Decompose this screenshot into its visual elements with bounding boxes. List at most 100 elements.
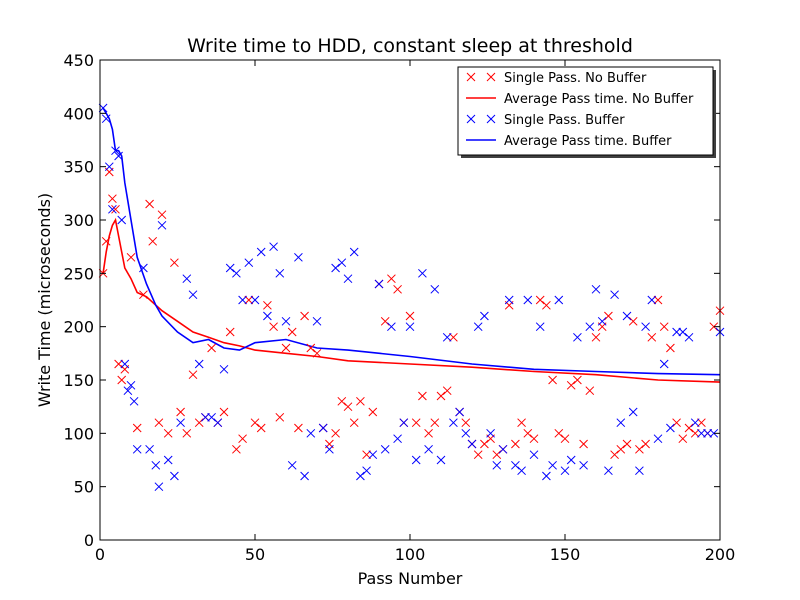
data-point: [473, 450, 483, 460]
data-point: [473, 322, 483, 332]
data-point: [139, 263, 148, 273]
data-point: [269, 322, 278, 332]
data-point: [604, 466, 613, 476]
data-point: [399, 418, 409, 428]
data-point: [337, 258, 347, 268]
data-point: [659, 359, 669, 369]
data-point: [145, 199, 154, 209]
data-point: [343, 274, 353, 284]
data-point: [349, 247, 359, 257]
data-point: [554, 428, 564, 438]
legend-marker: [466, 72, 476, 82]
data-point: [690, 428, 700, 438]
data-point: [690, 418, 700, 428]
data-point: [709, 428, 719, 438]
data-point: [492, 450, 502, 460]
data-point: [207, 412, 216, 422]
data-point: [275, 268, 285, 278]
data-point: [101, 114, 111, 124]
plot-area: 0 50 100 150 200 0 50 100 150 200 250 300 350 400 450: [63, 51, 735, 564]
data-point: [275, 412, 285, 422]
data-point: [523, 295, 533, 305]
data-point: [374, 279, 384, 289]
data-point: [461, 428, 471, 438]
data-point: [511, 460, 520, 470]
data-point: [542, 300, 551, 310]
data-point: [256, 423, 266, 433]
data-point: [318, 423, 328, 433]
data-point: [647, 332, 657, 342]
data-point: [157, 210, 167, 220]
data-point: [436, 391, 446, 401]
data-point: [219, 407, 229, 417]
data-point: [281, 316, 291, 326]
data-point: [678, 327, 688, 337]
data-point: [442, 386, 452, 396]
data-point: [362, 466, 371, 476]
y-tick-label: 350: [63, 158, 94, 177]
data-point: [256, 247, 266, 257]
data-point: [666, 343, 675, 353]
x-tick-label: 0: [95, 545, 105, 564]
data-point: [287, 460, 297, 470]
data-point: [325, 444, 334, 454]
data-point: [573, 332, 582, 342]
data-point: [306, 343, 316, 353]
x-tick-label: 50: [245, 545, 265, 564]
data-point: [653, 295, 663, 305]
data-point: [703, 428, 712, 438]
data-point: [455, 407, 464, 417]
data-point: [120, 359, 130, 369]
data-point: [201, 412, 210, 422]
data-point: [591, 332, 601, 342]
data-point: [182, 274, 192, 284]
data-point: [672, 418, 681, 428]
data-point: [585, 386, 595, 396]
data-point: [182, 428, 192, 438]
y-tick-label: 250: [63, 264, 94, 283]
data-point: [610, 290, 619, 300]
chart-title: Write time to HDD, constant sleep at thr…: [187, 35, 633, 57]
data-point: [635, 444, 644, 454]
data-point: [492, 460, 502, 470]
data-point: [684, 423, 694, 433]
data-point: [430, 284, 440, 294]
y-tick-label: 450: [63, 51, 94, 70]
data-point: [244, 295, 254, 305]
data-point: [188, 370, 198, 380]
data-point: [697, 428, 706, 438]
data-point: [126, 380, 136, 390]
data-point: [653, 434, 663, 444]
y-tick-label: 0: [84, 531, 94, 550]
data-point: [579, 460, 588, 470]
data-point: [659, 322, 669, 332]
data-point: [108, 194, 117, 204]
data-point: [666, 423, 675, 433]
data-point: [709, 322, 719, 332]
data-point: [597, 316, 607, 326]
data-point: [126, 252, 136, 262]
data-point: [411, 418, 421, 428]
data-point: [111, 146, 120, 156]
data-point: [566, 455, 576, 465]
data-point: [635, 466, 644, 476]
legend-marker: [486, 114, 496, 124]
data-point: [281, 343, 291, 353]
legend: Single Pass. No Buffer Average Pass time.…: [457, 66, 716, 158]
data-point: [331, 428, 340, 438]
data-point: [101, 236, 111, 246]
data-point: [356, 396, 365, 406]
data-point: [163, 428, 173, 438]
data-point: [616, 418, 626, 428]
data-point: [343, 402, 353, 412]
data-point: [387, 322, 396, 332]
data-point: [449, 332, 458, 342]
data-point: [356, 471, 365, 481]
data-point: [312, 348, 322, 358]
data-point: [542, 471, 551, 481]
data-point: [511, 439, 520, 449]
data-point: [368, 450, 378, 460]
data-point: [238, 295, 247, 305]
data-point: [331, 263, 340, 273]
